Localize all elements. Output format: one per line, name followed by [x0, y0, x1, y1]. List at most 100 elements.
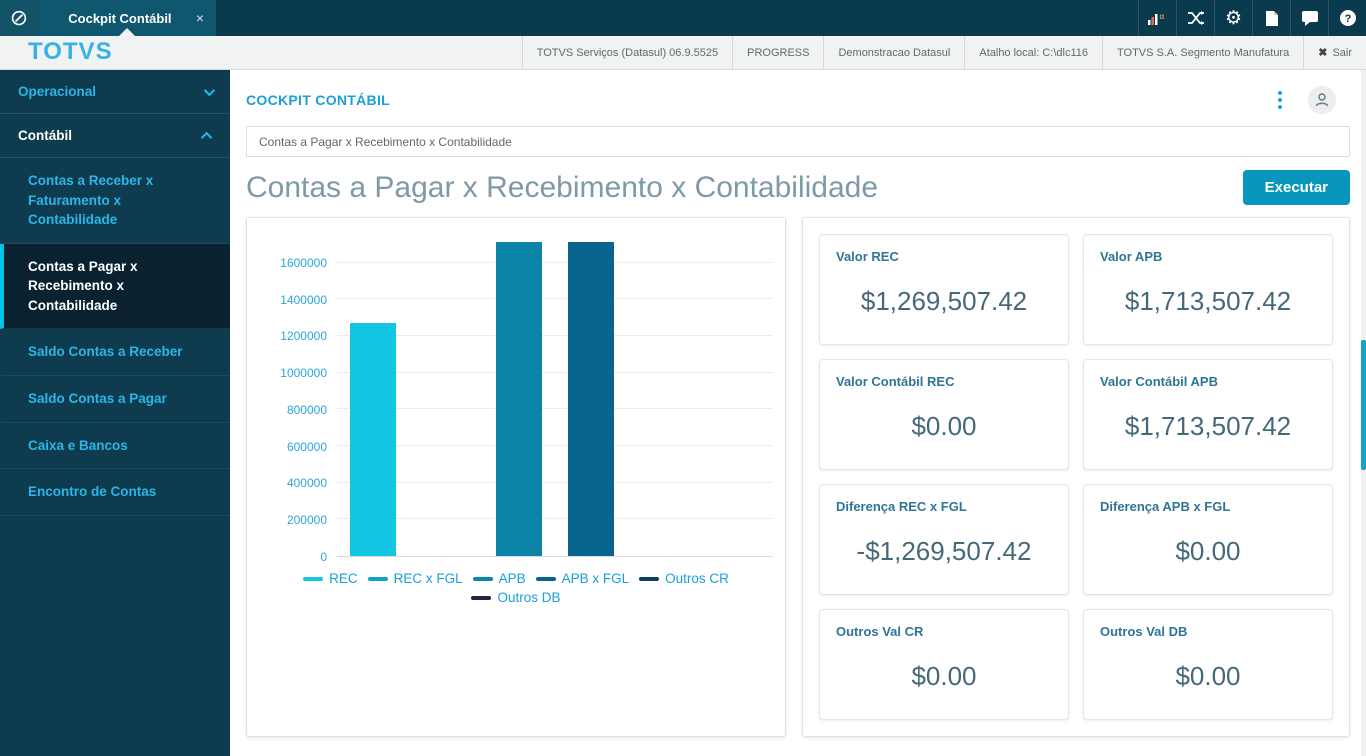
- analytics-icon[interactable]: α: [1138, 0, 1176, 36]
- summary-cards: Valor REC $1,269,507.42 Valor APB $1,713,50…: [819, 234, 1333, 720]
- legend-item[interactable]: Outros CR: [639, 571, 729, 586]
- gridline: [337, 518, 773, 520]
- gridline: [337, 371, 773, 373]
- chart-legend: REC REC x FGL APB APB x FGL Outros CR Outros …: [259, 571, 773, 605]
- card-value: $0.00: [1175, 661, 1241, 691]
- legend-item[interactable]: REC: [303, 571, 358, 586]
- card-label: Valor Contábil REC: [836, 374, 955, 389]
- top-bar: ⊘ Cockpit Contábil × α ⚙: [0, 0, 1366, 36]
- logout-button[interactable]: ✖ Sair: [1303, 36, 1366, 69]
- main-content: COCKPIT CONTÁBIL Contas a Pagar x Recebi…: [230, 70, 1366, 756]
- info-segment: Demonstracao Datasul: [823, 36, 964, 69]
- info-segment: TOTVS Serviços (Datasul) 06.9.5525: [521, 36, 732, 69]
- summary-card: Outros Val CR $0.00: [819, 609, 1069, 720]
- y-axis-tick: 800000: [286, 402, 327, 417]
- help-icon[interactable]: ?: [1328, 0, 1366, 36]
- gridline: [337, 335, 773, 337]
- gridline: [337, 408, 773, 410]
- card-value: $0.00: [911, 411, 977, 441]
- summary-card: Diferença APB x FGL $0.00: [1083, 484, 1333, 595]
- totvs-logo-icon: ⊘: [9, 5, 29, 30]
- y-axis-tick: 200000: [286, 513, 327, 528]
- card-label: Diferença APB x FGL: [1100, 499, 1231, 514]
- bar-apb-x-fgl: [568, 242, 615, 556]
- tab-notch: [119, 28, 135, 36]
- svg-text:?: ?: [1344, 13, 1351, 25]
- page-title: Contas a Pagar x Recebimento x Contabili…: [246, 170, 879, 204]
- bar-apb: [495, 242, 542, 556]
- legend-swatch: [367, 576, 388, 581]
- sidebar-menu: Operacional Contábil Contas a Receber x Fa…: [0, 70, 230, 756]
- legend-swatch: [303, 576, 324, 581]
- sidebar-section-operacional[interactable]: Operacional: [0, 70, 230, 114]
- summary-card: Valor APB $1,713,507.42: [1083, 234, 1333, 345]
- environment-info: TOTVS Serviços (Datasul) 06.9.5525 PROGRE…: [521, 36, 1366, 69]
- sidebar-item[interactable]: Contas a Pagar x Recebimento x Contabili…: [0, 243, 230, 330]
- window-scrollbar-track: [1361, 70, 1366, 756]
- card-value: $1,713,507.42: [1124, 286, 1292, 316]
- card-value: $0.00: [911, 661, 977, 691]
- sidebar-item[interactable]: Saldo Contas a Pagar: [0, 376, 230, 423]
- y-axis-tick: 1600000: [280, 255, 327, 270]
- window-scrollbar-thumb[interactable]: [1361, 340, 1366, 470]
- card-label: Valor REC: [836, 249, 899, 264]
- tab-title: Cockpit Contábil: [68, 10, 172, 26]
- shuffle-icon[interactable]: [1176, 0, 1214, 36]
- document-icon[interactable]: [1252, 0, 1290, 36]
- sidebar-item[interactable]: Contas a Receber x Faturamento x Contabi…: [0, 158, 230, 244]
- tab-cockpit-contabil[interactable]: Cockpit Contábil ×: [38, 0, 216, 36]
- legend-swatch: [472, 576, 493, 581]
- card-label: Diferença REC x FGL: [836, 499, 967, 514]
- info-segment: Atalho local: C:\dlc116: [964, 36, 1102, 69]
- sidebar-item[interactable]: Encontro de Contas: [0, 469, 230, 516]
- card-label: Outros Val CR: [836, 624, 924, 639]
- legend-swatch: [639, 576, 660, 581]
- summary-card: Valor REC $1,269,507.42: [819, 234, 1069, 345]
- topbar-icon-group: α ⚙: [1138, 0, 1366, 36]
- summary-panel: Valor REC $1,269,507.42 Valor APB $1,713,50…: [802, 217, 1350, 737]
- summary-card: Valor Contábil APB $1,713,507.42: [1083, 359, 1333, 470]
- info-bar: TOTVS TOTVS Serviços (Datasul) 06.9.5525…: [0, 36, 1366, 70]
- app-logo[interactable]: ⊘: [0, 0, 38, 36]
- exit-x-icon: ✖: [1318, 47, 1328, 59]
- sidebar-item[interactable]: Caixa e Bancos: [0, 423, 230, 470]
- y-axis-tick: 1400000: [280, 292, 327, 307]
- sidebar-item[interactable]: Saldo Contas a Receber: [0, 329, 230, 376]
- y-axis-tick: 1000000: [280, 366, 327, 381]
- card-label: Valor APB: [1100, 249, 1163, 264]
- chevron-up-icon: [200, 131, 213, 143]
- person-icon: [1315, 93, 1329, 107]
- card-label: Outros Val DB: [1100, 624, 1188, 639]
- y-axis-tick: 1200000: [280, 329, 327, 344]
- summary-card: Diferença REC x FGL -$1,269,507.42: [819, 484, 1069, 595]
- execute-button[interactable]: Executar: [1242, 170, 1350, 205]
- gridline: [337, 445, 773, 447]
- card-value: $0.00: [1175, 536, 1241, 566]
- tab-close-icon[interactable]: ×: [195, 10, 204, 26]
- brand-logo: TOTVS: [28, 38, 113, 65]
- card-value: $1,269,507.42: [860, 286, 1028, 316]
- user-avatar[interactable]: [1308, 86, 1336, 114]
- topbar-spacer: [216, 0, 1138, 36]
- bar-rec: [350, 323, 397, 556]
- summary-card: Valor Contábil REC $0.00: [819, 359, 1069, 470]
- legend-item[interactable]: Outros DB: [471, 590, 561, 605]
- page-breadcrumb: COCKPIT CONTÁBIL: [246, 92, 391, 108]
- sidebar-section-cont-bil[interactable]: Contábil: [0, 114, 230, 158]
- legend-item[interactable]: REC x FGL: [367, 571, 463, 586]
- settings-icon[interactable]: ⚙: [1214, 0, 1252, 36]
- legend-item[interactable]: APB: [472, 571, 526, 586]
- chevron-down-icon: [203, 84, 216, 96]
- gridline: [337, 298, 773, 300]
- dashboard-selector[interactable]: Contas a Pagar x Recebimento x Contabili…: [246, 126, 1350, 157]
- y-axis-tick: 600000: [286, 439, 327, 454]
- legend-swatch: [535, 576, 556, 581]
- svg-text:α: α: [1159, 12, 1164, 21]
- chat-icon[interactable]: [1290, 0, 1328, 36]
- card-value: -$1,269,507.42: [856, 536, 1032, 566]
- chart-y-axis: 0 200000 400000 600000 800000 1000000 1200000 1…: [259, 242, 337, 564]
- kebab-menu-icon[interactable]: [1274, 87, 1286, 113]
- legend-item[interactable]: APB x FGL: [535, 571, 629, 586]
- info-segment: TOTVS S.A. Segmento Manufatura: [1102, 36, 1303, 69]
- chart-plot: [337, 242, 773, 557]
